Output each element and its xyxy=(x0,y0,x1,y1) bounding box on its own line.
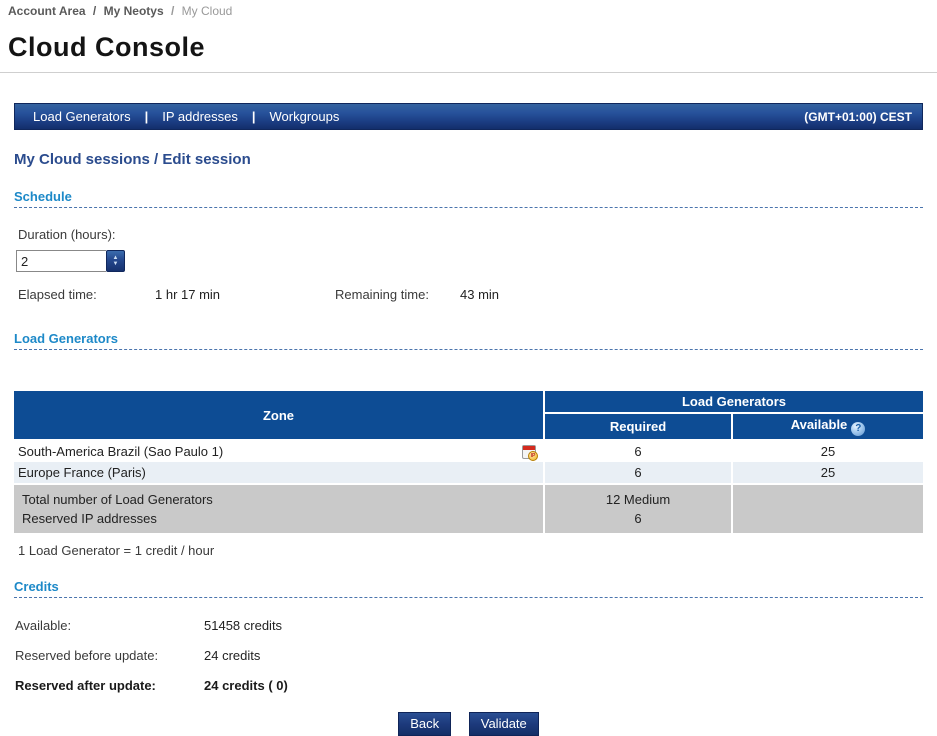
credits-available-row: Available: 51458 credits xyxy=(15,618,937,633)
totals-label-load-generators: Total number of Load Generators xyxy=(22,492,213,507)
remaining-time-value: 43 min xyxy=(460,287,500,302)
help-icon[interactable]: ? xyxy=(851,422,866,436)
breadcrumb: Account Area / My Neotys / My Cloud xyxy=(0,0,937,18)
ip-icon-badge: IP xyxy=(528,450,538,461)
breadcrumb-account-area[interactable]: Account Area xyxy=(8,4,86,18)
credits-available-label: Available: xyxy=(15,618,72,633)
breadcrumb-separator: / xyxy=(92,4,97,18)
totals-available-empty xyxy=(731,483,923,533)
totals-ip-addresses-value: 6 xyxy=(634,511,642,526)
required-value: 6 xyxy=(543,440,732,462)
remaining-time-label: Remaining time: xyxy=(335,287,429,302)
required-column-header: Required xyxy=(543,412,733,441)
load-generators-table: Zone Load Generators Required Available?… xyxy=(14,389,923,533)
spinner-up-icon[interactable]: ▲ xyxy=(112,255,119,261)
session-times: Elapsed time: 1 hr 17 min Remaining time… xyxy=(18,287,937,302)
elapsed-time-label: Elapsed time: xyxy=(18,287,97,302)
nav-load-generators[interactable]: Load Generators xyxy=(33,109,131,124)
credits-reserved-after-value: 24 credits ( 0) xyxy=(204,678,288,693)
ip-icon-header xyxy=(523,445,535,450)
table-row: South-America Brazil (Sao Paulo 1) IP 6 … xyxy=(14,440,923,462)
back-button[interactable]: Back xyxy=(398,712,452,736)
page-title: Cloud Console xyxy=(8,32,205,62)
required-value: 6 xyxy=(543,462,732,484)
credits-reserved-after-row: Reserved after update: 24 credits ( 0) xyxy=(15,678,937,693)
navbar: Load Generators | IP addresses | Workgro… xyxy=(14,103,923,130)
validate-button[interactable]: Validate xyxy=(468,712,539,736)
credits-heading: Credits xyxy=(14,579,923,598)
breadcrumb-separator: / xyxy=(170,4,175,18)
totals-load-generators-value: 12 Medium xyxy=(605,492,671,507)
credits-reserved-before-label: Reserved before update: xyxy=(15,648,159,663)
available-value: 25 xyxy=(731,440,923,462)
zone-column-header: Zone xyxy=(14,389,545,441)
zone-name: South-America Brazil (Sao Paulo 1) xyxy=(18,444,224,459)
breadcrumb-current: My Cloud xyxy=(181,4,233,18)
credits-reserved-before-value: 24 credits xyxy=(204,648,261,663)
credits-reserved-before-row: Reserved before update: 24 credits xyxy=(15,648,937,663)
available-column-label: Available xyxy=(790,417,848,432)
load-generators-group-header: Load Generators xyxy=(543,389,923,414)
ip-reservation-icon: IP xyxy=(522,444,538,461)
breadcrumb-my-neotys[interactable]: My Neotys xyxy=(103,4,164,18)
nav-ip-addresses[interactable]: IP addresses xyxy=(162,109,238,124)
action-buttons: Back Validate xyxy=(0,712,937,736)
available-value: 25 xyxy=(731,462,923,484)
nav-separator: | xyxy=(251,109,256,124)
load-generators-heading: Load Generators xyxy=(14,331,923,350)
duration-spinner[interactable]: ▲ ▼ xyxy=(106,250,125,272)
totals-row: Total number of Load Generators Reserved… xyxy=(14,483,923,533)
schedule-heading: Schedule xyxy=(14,189,923,208)
duration-label: Duration (hours): xyxy=(18,227,116,242)
credits-available-value: 51458 credits xyxy=(204,618,283,633)
zone-name: Europe France (Paris) xyxy=(18,465,146,480)
available-column-header: Available? xyxy=(731,412,923,441)
session-subtitle: My Cloud sessions / Edit session xyxy=(14,151,251,168)
navbar-links: Load Generators | IP addresses | Workgro… xyxy=(33,109,339,124)
nav-separator: | xyxy=(144,109,149,124)
spinner-down-icon[interactable]: ▼ xyxy=(112,261,119,267)
duration-input[interactable] xyxy=(16,250,106,272)
duration-control: ▲ ▼ xyxy=(16,250,937,272)
credits-reserved-after-label: Reserved after update: xyxy=(15,678,156,693)
elapsed-time-value: 1 hr 17 min xyxy=(155,287,221,302)
timezone-label: (GMT+01:00) CEST xyxy=(804,109,912,124)
nav-workgroups[interactable]: Workgroups xyxy=(269,109,340,124)
table-row: Europe France (Paris) 6 25 xyxy=(14,462,923,484)
credit-rate-note: 1 Load Generator = 1 credit / hour xyxy=(18,543,215,558)
title-divider xyxy=(0,72,937,73)
totals-label-ip-addresses: Reserved IP addresses xyxy=(22,511,157,526)
